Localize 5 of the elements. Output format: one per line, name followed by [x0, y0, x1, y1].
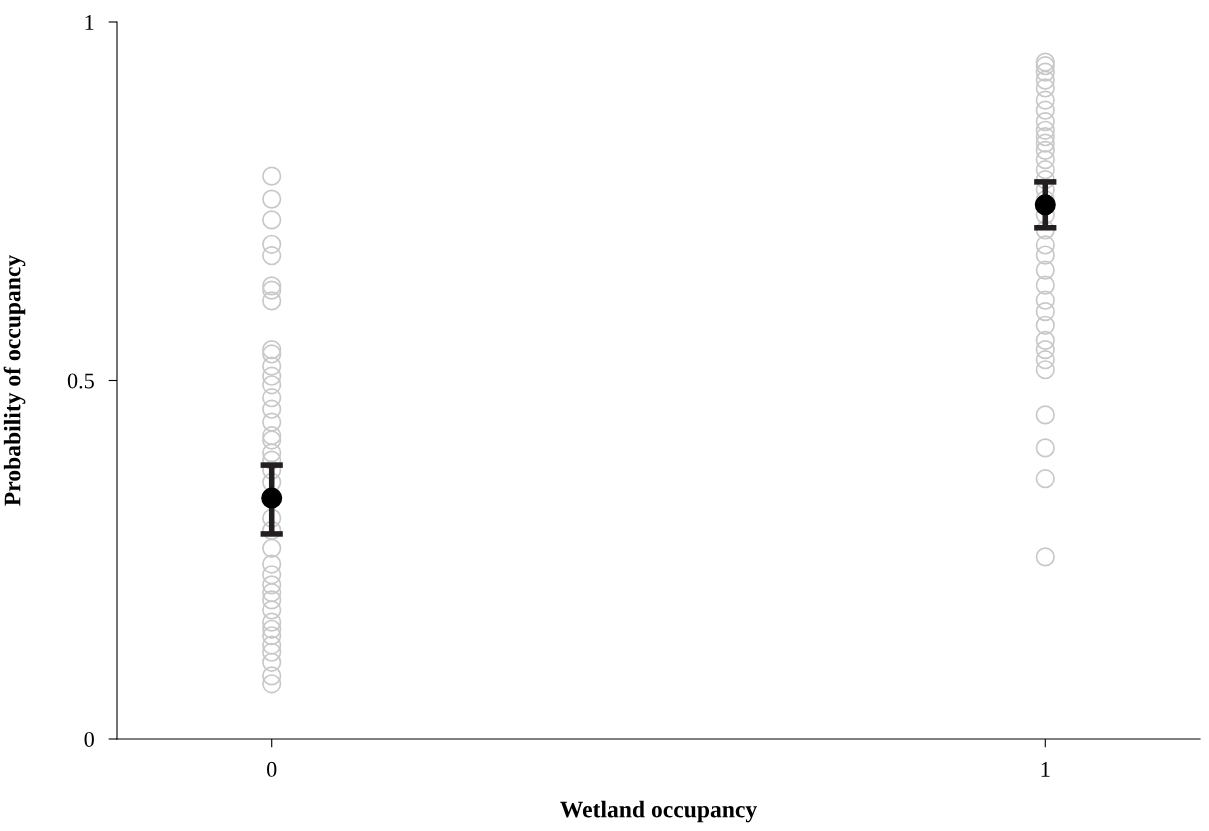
x-axis-title: Wetland occupancy — [560, 800, 757, 823]
y-tick-label: 0 — [84, 731, 94, 747]
y-tick-label: 0.5 — [67, 373, 94, 389]
y-tick-label: 1 — [85, 15, 94, 30]
y-axis-title: Probability of occupancy — [3, 255, 26, 506]
